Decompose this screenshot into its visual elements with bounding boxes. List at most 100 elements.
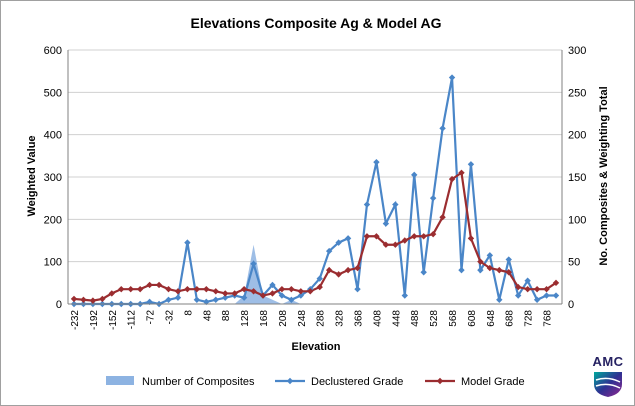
x-tick-label: -72 [146, 310, 157, 325]
point-model-grade [288, 285, 295, 293]
chart-title: Elevations Composite Ag & Model AG [191, 15, 442, 31]
point-declustered-grade [514, 292, 522, 299]
point-declustered-grade [325, 247, 333, 255]
point-declustered-grade [524, 277, 531, 284]
point-declustered-grade [439, 125, 446, 132]
markers-layer [70, 74, 560, 308]
x-tick-label: 528 [429, 310, 440, 327]
point-model-grade [448, 175, 456, 183]
x-tick-label: 368 [354, 310, 365, 327]
point-model-grade [411, 233, 418, 240]
point-declustered-grade [543, 292, 550, 299]
y2-tick-label: 200 [568, 130, 586, 142]
amc-logo: AMC [586, 354, 630, 398]
y-tick-label: 300 [44, 172, 62, 184]
point-model-grade [392, 241, 399, 248]
point-declustered-grade [335, 239, 342, 246]
point-model-grade [467, 235, 475, 242]
legend-label-number-of-composites: Number of Composites [142, 376, 255, 388]
point-model-grade [184, 285, 191, 293]
point-declustered-grade [193, 296, 201, 303]
point-model-grade [108, 290, 116, 297]
point-model-grade [269, 290, 276, 297]
legend: Number of Composites Declustered Grade Mod… [106, 376, 525, 388]
point-declustered-grade [316, 275, 323, 282]
point-model-grade [552, 279, 560, 287]
x-tick-label: 208 [278, 310, 289, 327]
point-model-grade [222, 290, 229, 297]
composites-area-layer [74, 244, 556, 304]
point-declustered-grade [496, 296, 503, 303]
axes [67, 50, 563, 305]
legend-label-model-grade: Model Grade [461, 376, 525, 388]
point-model-grade [429, 230, 437, 238]
point-model-grade [99, 295, 106, 303]
y2-tick-label: 250 [568, 87, 586, 99]
point-declustered-grade [552, 292, 560, 299]
point-declustered-grade [165, 296, 172, 303]
x-tick-label: 168 [259, 310, 270, 327]
point-declustered-grade [392, 201, 399, 208]
x-tick-label: 648 [486, 310, 497, 327]
point-declustered-grade [363, 201, 371, 208]
point-model-grade [70, 295, 78, 303]
point-model-grade [240, 285, 248, 293]
legend-swatch-number-of-composites [106, 376, 134, 385]
point-model-grade [297, 288, 305, 295]
point-declustered-grade [533, 296, 541, 303]
point-declustered-grade [222, 294, 229, 301]
point-model-grade [278, 285, 286, 293]
point-declustered-grade [146, 298, 153, 306]
point-model-grade [373, 233, 380, 240]
y2-tick-label: 150 [568, 172, 586, 184]
x-tick-label: 608 [467, 310, 478, 327]
point-model-grade [439, 214, 446, 221]
x-tick-label: 768 [543, 310, 554, 327]
point-declustered-grade [203, 298, 210, 306]
y-tick-label: 400 [44, 130, 62, 142]
point-model-grade [193, 285, 201, 293]
grade-lines-layer [73, 77, 557, 306]
point-model-grade [524, 285, 531, 293]
x-tick-label: 288 [316, 310, 327, 327]
point-model-grade [496, 266, 503, 274]
x-tick-label: 488 [410, 310, 421, 327]
point-model-grade [250, 288, 257, 295]
point-model-grade [477, 258, 484, 265]
point-declustered-grade [174, 294, 182, 301]
point-declustered-grade [420, 269, 427, 276]
x-tick-label: 328 [335, 310, 346, 327]
x-tick-label: 128 [240, 310, 251, 327]
point-model-grade [335, 271, 342, 278]
y-tick-label: 600 [44, 45, 62, 57]
point-model-grade [514, 283, 522, 291]
y2-axis-label: No. Composites & Weighting Total [598, 86, 610, 265]
point-model-grade [118, 285, 125, 293]
point-declustered-grade [184, 239, 191, 246]
point-declustered-grade [458, 266, 465, 274]
x-tick-label: 248 [297, 310, 308, 327]
point-model-grade [231, 290, 238, 297]
point-declustered-grade [505, 256, 512, 263]
point-declustered-grade [354, 285, 361, 293]
x-tick-label: -192 [89, 310, 100, 330]
x-tick-label: 688 [505, 310, 516, 327]
x-tick-label: 88 [221, 310, 232, 322]
line-model-grade [73, 170, 557, 302]
x-tick-label: 48 [202, 310, 213, 322]
legend-marker-declustered-grade [286, 377, 294, 385]
point-model-grade [533, 285, 541, 293]
y2-tick-label: 300 [568, 45, 586, 57]
y-tick-label: 0 [56, 299, 62, 311]
point-model-grade [363, 233, 371, 240]
y-tick-label: 200 [44, 214, 62, 226]
y2-tick-label: 0 [568, 299, 574, 311]
amc-logo-text: AMC [592, 354, 624, 369]
legend-label-declustered-grade: Declustered Grade [311, 376, 403, 388]
area-number-of-composites [74, 244, 556, 304]
point-model-grade [174, 288, 182, 295]
x-tick-label: -32 [165, 310, 176, 325]
point-declustered-grade [382, 220, 390, 227]
point-declustered-grade [373, 158, 380, 166]
